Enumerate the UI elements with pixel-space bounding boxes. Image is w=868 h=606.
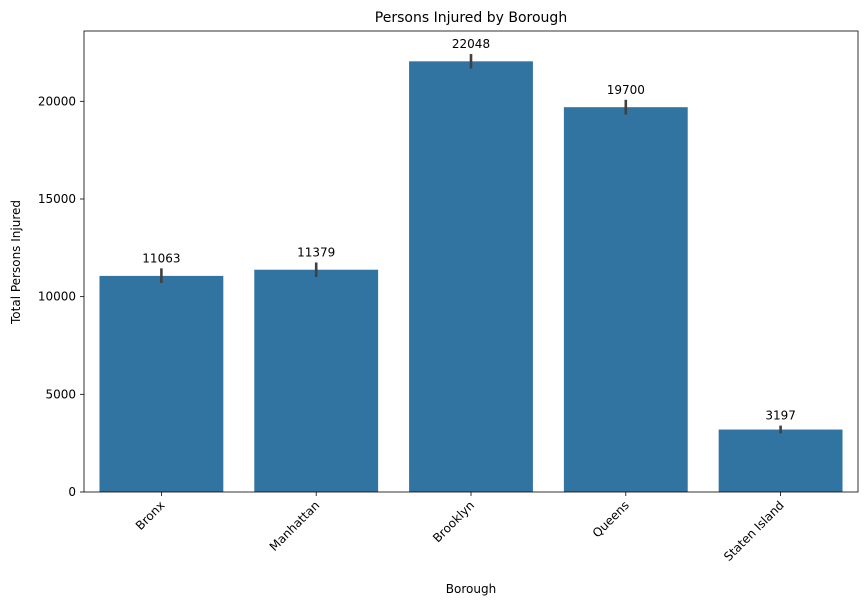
error-bars-layer [160,54,782,434]
bar [254,269,379,492]
y-tick-label: 20000 [38,94,76,108]
data-labels-layer: 11063 11379 22048 19700 3197 [142,37,796,423]
data-label: 22048 [452,37,490,51]
x-tick-label: Staten Island [721,498,787,564]
bar [99,275,224,492]
y-tick-label: 5000 [45,387,76,401]
data-label: 11379 [297,245,335,259]
data-label: 19700 [607,83,645,97]
x-tick-label: Brooklyn [430,498,477,545]
x-tick-label: Queens [590,498,632,540]
bar [563,107,688,493]
data-label: 3197 [765,409,796,423]
x-tick-label: Manhattan [267,498,323,554]
y-tick-label: 15000 [38,192,76,206]
y-tick-label: 0 [68,485,76,499]
data-label: 11063 [142,251,180,265]
bar [409,61,533,492]
x-axis-label: Borough [446,582,496,596]
chart-title: Persons Injured by Borough [375,10,567,26]
y-axis-label: Total Persons Injured [9,200,23,325]
bars-layer [99,61,843,493]
y-tick-label: 10000 [38,290,76,304]
plot-frame [83,30,859,493]
x-tick-label: Bronx [133,498,168,533]
bar [718,429,843,492]
